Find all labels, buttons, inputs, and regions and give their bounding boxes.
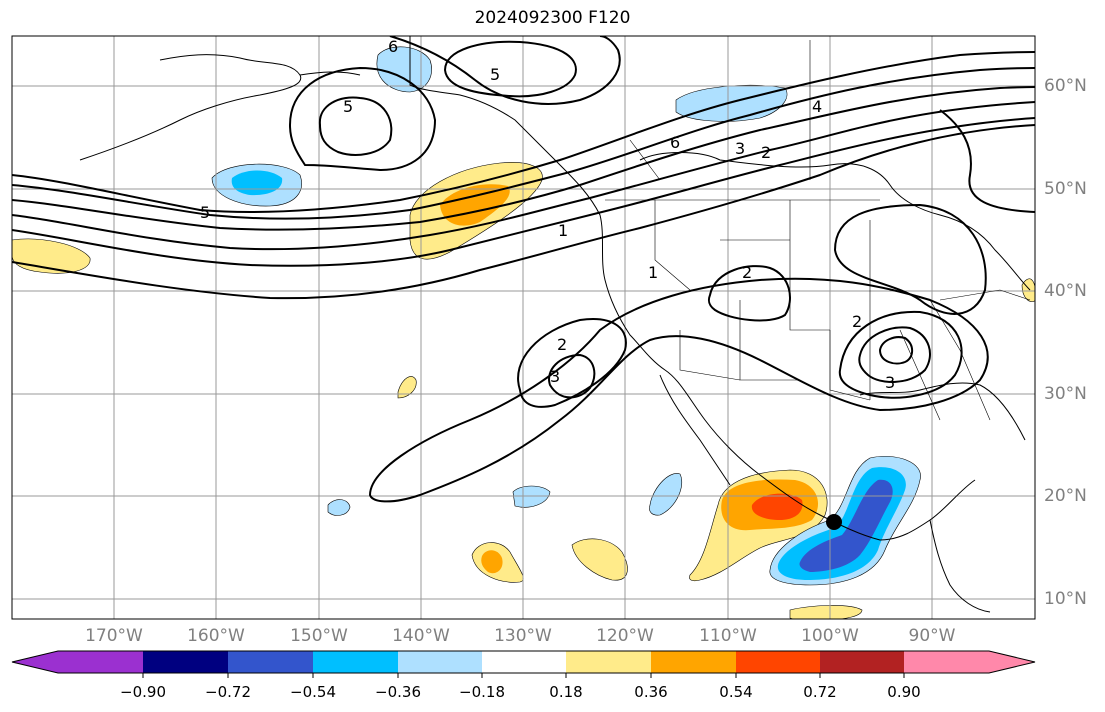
coastlines bbox=[79, 36, 1031, 613]
colorbar-segment bbox=[58, 651, 143, 673]
contour-label: 4 bbox=[812, 97, 822, 116]
colorbar-tick-label: −0.18 bbox=[459, 683, 505, 701]
colorbar-tick-label: −0.90 bbox=[120, 683, 166, 701]
lat-label: 30°N bbox=[1044, 384, 1087, 404]
colorbar-tick-label: 0.72 bbox=[803, 683, 837, 701]
contour-label: 3 bbox=[735, 139, 745, 158]
lon-label: 140°W bbox=[392, 626, 450, 646]
colorbar-segment bbox=[736, 651, 820, 673]
lon-label: 130°W bbox=[494, 626, 552, 646]
contour-label: 3 bbox=[550, 367, 560, 386]
colorbar-segment bbox=[820, 651, 904, 673]
contour-label: 2 bbox=[852, 312, 862, 331]
lon-label: 170°W bbox=[85, 626, 143, 646]
positive-anomaly-region bbox=[789, 605, 863, 619]
colorbar-tick-label: −0.72 bbox=[205, 683, 251, 701]
contour-label: 2 bbox=[557, 335, 567, 354]
colorbar-tick-label: 0.90 bbox=[887, 683, 921, 701]
colorbar-segment bbox=[143, 651, 228, 673]
contour-label: 5 bbox=[200, 203, 210, 222]
contour-label: 5 bbox=[343, 97, 353, 116]
contour-lines bbox=[12, 36, 1035, 503]
positive-anomaly-region bbox=[571, 538, 628, 581]
lon-label: 150°W bbox=[290, 626, 348, 646]
negative-anomaly-region bbox=[675, 85, 788, 122]
lat-label: 20°N bbox=[1044, 486, 1087, 506]
lon-label: 100°W bbox=[801, 626, 859, 646]
map-border bbox=[11, 35, 1036, 620]
negative-anomaly-region bbox=[327, 499, 351, 516]
colorbar-extend-high bbox=[989, 651, 1035, 673]
colorbar-extend-low bbox=[12, 651, 58, 673]
lat-label: 40°N bbox=[1044, 281, 1087, 301]
lat-label: 60°N bbox=[1044, 76, 1087, 96]
contour-label: 2 bbox=[761, 143, 771, 162]
colorbar-segment bbox=[228, 651, 313, 673]
colorbar-tick-label: −0.54 bbox=[290, 683, 336, 701]
positive-anomaly-region bbox=[751, 493, 803, 520]
contour-label: 3 bbox=[885, 373, 895, 392]
shaded-anomalies bbox=[12, 46, 1035, 619]
negative-anomaly-region bbox=[649, 473, 682, 516]
colorbar-segment bbox=[904, 651, 989, 673]
positive-anomaly-region bbox=[397, 376, 417, 399]
contour-labels: 6 5 5 5 1 1 2 2 2 3 3 6 3 2 4 5 bbox=[200, 37, 895, 392]
colorbar-tick-label: 0.36 bbox=[634, 683, 668, 701]
contour-label: 2 bbox=[742, 263, 752, 282]
contour-label: 6 bbox=[388, 37, 398, 56]
colorbar-segment bbox=[313, 651, 398, 673]
negative-anomaly-region bbox=[799, 479, 893, 572]
lon-label: 160°W bbox=[187, 626, 245, 646]
lon-label: 90°W bbox=[908, 626, 956, 646]
lon-label: 120°W bbox=[596, 626, 654, 646]
negative-anomaly-region bbox=[512, 485, 551, 508]
colorbar-segment bbox=[651, 651, 736, 673]
lon-label: 110°W bbox=[699, 626, 757, 646]
contour-label: 1 bbox=[558, 221, 568, 240]
lat-label: 50°N bbox=[1044, 179, 1087, 199]
positive-anomaly-region bbox=[481, 550, 503, 574]
contour-label: 1 bbox=[648, 263, 658, 282]
colorbar-segment bbox=[398, 651, 482, 673]
storm-center-marker bbox=[826, 514, 842, 530]
colorbar-segment bbox=[566, 651, 651, 673]
colorbar-segment bbox=[482, 651, 566, 673]
colorbar-tick-label: 0.18 bbox=[549, 683, 583, 701]
colorbar-tick-label: 0.54 bbox=[719, 683, 753, 701]
contour-label: 5 bbox=[490, 65, 500, 84]
map-title: 2024092300 F120 bbox=[474, 8, 631, 28]
colorbar bbox=[11, 650, 1036, 678]
negative-anomaly-region bbox=[376, 46, 432, 93]
colorbar-outline bbox=[11, 650, 1036, 674]
contour-label: 6 bbox=[670, 133, 680, 152]
colorbar-tick-label: −0.36 bbox=[375, 683, 421, 701]
lat-label: 10°N bbox=[1044, 589, 1087, 609]
